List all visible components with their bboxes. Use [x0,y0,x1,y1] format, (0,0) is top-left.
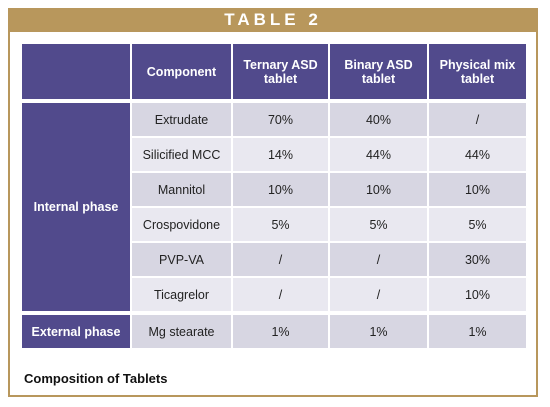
table-cell: Extrudate [130,100,233,138]
table-cell: 1% [427,311,528,350]
table: Component Ternary ASD tablet Binary ASD ta… [20,42,528,350]
column-header: Component [130,42,233,103]
table-row: PVP-VA //30% [21,241,528,278]
table-row: Internal phase Extrudate 70% 40% / [20,100,528,314]
table-cell: 40% [328,100,429,138]
table-cell: 14% [231,136,330,173]
table-cell: Mannitol [130,171,233,208]
table-cell: 10% [231,171,330,208]
table-row: Ticagrelor //10% [21,276,528,314]
table-cell: 5% [328,206,429,243]
table-cell: PVP-VA [130,241,233,278]
table-cell: / [231,241,330,278]
column-header: Physical mix tablet [427,42,528,103]
group-label: Internal phase [20,100,132,314]
column-header: Binary ASD tablet [328,42,429,103]
table-cell: 5% [427,206,528,243]
table-title: TABLE 2 [8,8,538,32]
table-cell: 44% [328,136,429,173]
table-cell: 10% [328,171,429,208]
table-cell: 10% [427,171,528,208]
caption: Composition of Tablets [24,371,168,386]
column-header: Ternary ASD tablet [231,42,330,103]
table-cell: 44% [427,136,528,173]
corner-cell [20,42,132,103]
table-cell: / [231,276,330,314]
table-cell: Crospovidone [130,206,233,243]
table-row: Mannitol 10% 10% 10% [21,171,528,208]
table-cell: Mg stearate [130,311,233,350]
table-cell: 10% [427,276,528,314]
table-cell: / [328,241,429,278]
table-cell: / [427,100,528,138]
table-row: External phase Mg stearate 1% 1% 1% [20,311,528,350]
table-cell: Ticagrelor [130,276,233,314]
header-row: Component Ternary ASD tablet Binary ASD ta… [20,42,528,103]
table-cell: 5% [231,206,330,243]
group-label: External phase [20,311,132,350]
table-row: Crospovidone 5% 5% 5% [21,206,528,243]
table-cell: / [328,276,429,314]
table-cell: 1% [231,311,330,350]
table-cell: 70% [231,100,330,138]
table-cell: 1% [328,311,429,350]
table-cell: 30% [427,241,528,278]
table-cell: Silicified MCC [130,136,233,173]
table-row: Silicified MCC 14% 44% 44% [21,136,528,173]
